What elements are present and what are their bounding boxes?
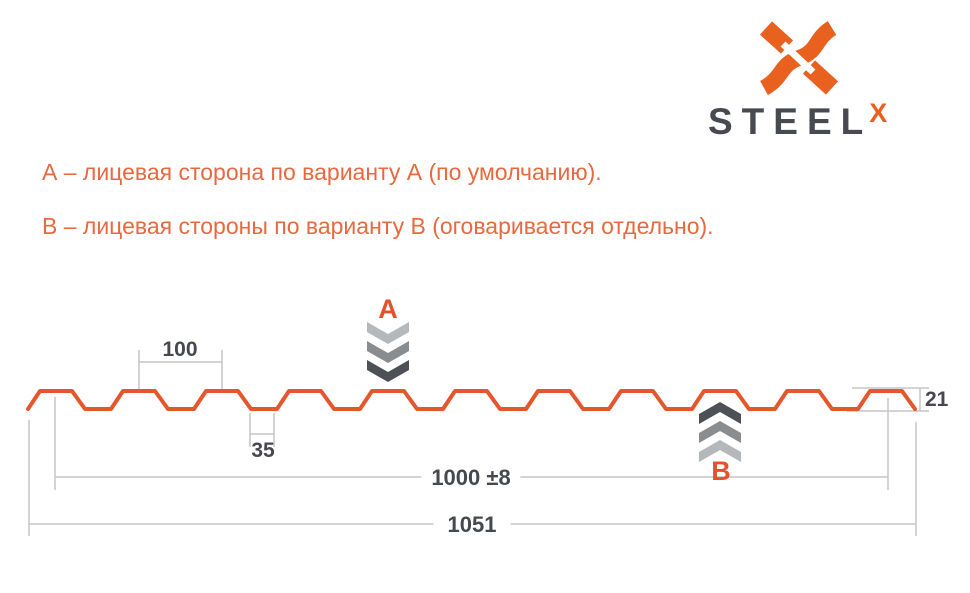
side-b-chevrons xyxy=(699,402,741,462)
chevron-down-icon xyxy=(367,322,409,344)
chevron-up-icon xyxy=(699,440,741,462)
chevron-down-icon xyxy=(367,360,409,382)
dim-label-valley-width: 35 xyxy=(251,439,275,462)
marker-a-label: A xyxy=(378,294,398,324)
marker-b-label: B xyxy=(711,456,731,486)
steelx-logo-icon xyxy=(759,21,839,96)
side-a-chevrons xyxy=(367,322,409,382)
steelx-wordmark: STEELX xyxy=(708,98,888,143)
dim-label-overall-width: 1051 xyxy=(433,512,511,538)
chevron-up-icon xyxy=(699,402,741,424)
chevron-up-icon xyxy=(699,421,741,443)
logo-x-white-cut xyxy=(780,41,816,75)
sheet-profile-outline xyxy=(26,389,917,411)
dimension-lines xyxy=(28,350,929,536)
dim-label-profile-height: 21 xyxy=(925,388,949,411)
wordmark-x: X xyxy=(869,98,888,128)
note-variant-b: B – лицевая стороны по варианту B (огова… xyxy=(42,213,714,239)
dim-label-rib-pitch: 100 xyxy=(162,338,198,361)
wordmark-steel: STEEL xyxy=(708,101,873,142)
note-variant-a: А – лицевая сторона по варианту А (по ум… xyxy=(42,159,602,185)
dim-label-working-width: 1000 ±8 xyxy=(421,465,521,491)
chevron-down-icon xyxy=(367,341,409,363)
